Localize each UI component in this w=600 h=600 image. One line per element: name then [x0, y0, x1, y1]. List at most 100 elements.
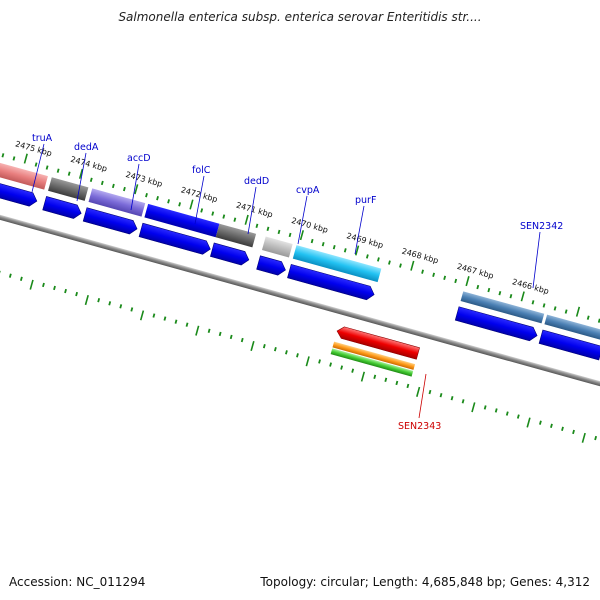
minor-tick: [167, 199, 170, 204]
minor-tick: [277, 229, 281, 235]
minor-tick: [108, 301, 112, 306]
minor-tick: [145, 192, 148, 198]
minor-tick: [229, 334, 233, 340]
major-tick: [29, 279, 34, 290]
cds-arrow-dedA[interactable]: [42, 196, 83, 220]
minor-tick: [156, 196, 159, 201]
gene-block-next[interactable]: [544, 314, 600, 341]
gene-label-SEN2342[interactable]: SEN2342: [520, 221, 563, 232]
minor-tick: [564, 309, 568, 314]
gene-block-cvpA[interactable]: [261, 236, 293, 258]
minor-tick: [461, 399, 465, 404]
minor-tick: [321, 241, 325, 247]
minor-tick: [572, 429, 575, 435]
minor-tick: [586, 315, 590, 320]
major-tick: [244, 214, 249, 225]
minor-tick: [561, 426, 564, 432]
minor-tick: [163, 316, 167, 321]
cds-arrow-folC[interactable]: [138, 222, 212, 256]
minor-tick: [329, 362, 332, 367]
major-tick: [23, 153, 28, 164]
major-tick: [471, 402, 476, 413]
minor-tick: [550, 423, 553, 428]
minor-tick: [395, 380, 399, 386]
minor-tick: [343, 248, 347, 253]
minor-tick: [285, 350, 288, 355]
minor-tick: [483, 405, 487, 410]
gene-label-SEN2343[interactable]: SEN2343: [398, 421, 441, 432]
gene-label-accD[interactable]: accD: [127, 153, 151, 164]
major-tick: [250, 340, 255, 352]
gene-label-dedD[interactable]: dedD: [244, 176, 269, 187]
minor-tick: [97, 298, 101, 303]
gene-block-folC[interactable]: [144, 203, 220, 238]
major-tick: [195, 325, 200, 336]
kbp-tick-label: 2467 kbp: [456, 262, 495, 281]
kbp-tick-label: 2468 kbp: [401, 247, 440, 266]
cds-arrow-dedD[interactable]: [210, 242, 250, 267]
gene-label-folC[interactable]: folC: [192, 165, 211, 176]
major-tick: [410, 260, 415, 271]
minor-tick: [376, 257, 380, 262]
minor-tick: [1, 153, 5, 158]
gene-label-purF[interactable]: purF: [355, 195, 376, 206]
gene-label-dedA[interactable]: dedA: [74, 142, 99, 153]
minor-tick: [174, 319, 178, 324]
minor-tick: [255, 223, 259, 228]
leader-line-cvpA: [297, 195, 308, 245]
minor-tick: [240, 337, 244, 343]
minor-tick: [119, 304, 123, 309]
gene-block-dedA[interactable]: [48, 177, 89, 201]
major-tick: [360, 371, 366, 382]
leader-line-SEN2342: [532, 231, 541, 289]
gene-block-purF[interactable]: [292, 245, 382, 283]
minor-tick: [19, 276, 23, 281]
minor-tick: [296, 353, 299, 358]
minor-tick: [476, 284, 480, 290]
minor-tick: [56, 168, 60, 173]
cds-arrow-cvpA[interactable]: [256, 255, 288, 277]
minor-tick: [428, 389, 432, 395]
minor-tick: [406, 383, 410, 389]
leader-line-folC: [194, 175, 205, 225]
minor-tick: [399, 263, 402, 268]
major-tick: [189, 199, 194, 210]
minor-tick: [64, 288, 67, 294]
major-tick: [305, 356, 310, 367]
gene-label-cvpA[interactable]: cvpA: [296, 185, 320, 196]
gene-label-truA[interactable]: truA: [32, 133, 53, 144]
kbp-tick-label: 2471 kbp: [235, 201, 274, 220]
minor-tick: [531, 300, 535, 305]
minor-tick: [516, 414, 520, 419]
minor-tick: [432, 272, 436, 277]
minor-tick: [351, 368, 355, 373]
gene-block-SEN2342[interactable]: [460, 291, 545, 324]
major-tick: [84, 295, 89, 306]
minor-tick: [340, 365, 344, 370]
minor-tick: [178, 202, 182, 207]
cds-arrow-next[interactable]: [538, 329, 600, 361]
minor-tick: [100, 180, 104, 186]
cds-arrow-SEN2342[interactable]: [454, 306, 539, 343]
minor-tick: [498, 290, 502, 296]
cds-arrow-SEN2343[interactable]: [335, 325, 420, 360]
gene-block-dedD[interactable]: [215, 223, 257, 248]
genome-stats-label: Topology: circular; Length: 4,685,848 bp…: [260, 575, 590, 589]
major-tick: [134, 184, 139, 195]
minor-tick: [45, 165, 49, 170]
minor-tick: [207, 328, 211, 334]
cds-arrow-purF[interactable]: [287, 263, 376, 301]
minor-tick: [67, 171, 71, 176]
minor-tick: [365, 254, 369, 259]
minor-tick: [266, 226, 270, 232]
cds-arrow-accD[interactable]: [82, 207, 139, 236]
minor-tick: [233, 217, 237, 222]
leader-line-SEN2343: [418, 373, 427, 419]
minor-tick: [8, 273, 12, 278]
major-tick: [526, 417, 531, 428]
cds-arrow-truA[interactable]: [0, 180, 39, 208]
minor-tick: [542, 303, 546, 308]
minor-tick: [262, 343, 266, 349]
minor-tick: [487, 287, 491, 293]
